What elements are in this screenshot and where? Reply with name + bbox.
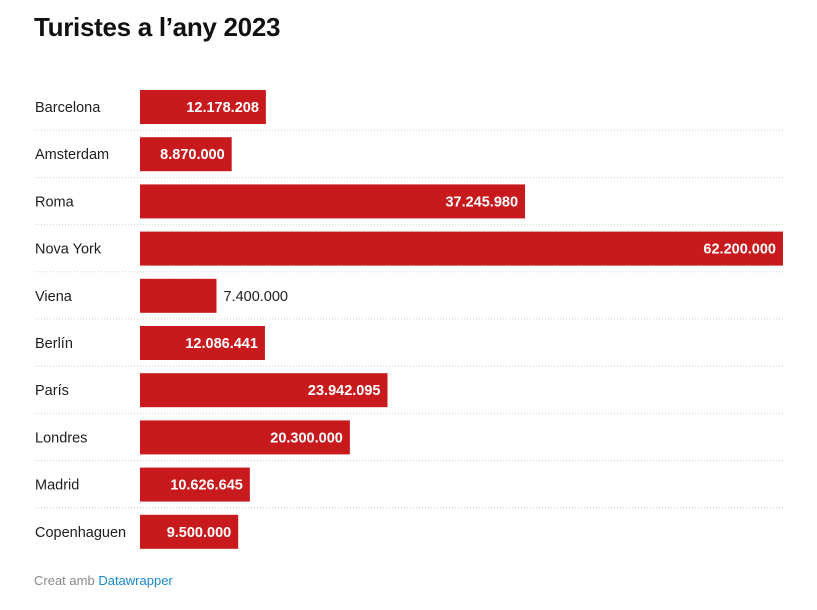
category-label: Copenhaguen xyxy=(35,525,126,541)
value-label: 12.178.208 xyxy=(186,100,259,116)
value-label: 62.200.000 xyxy=(703,242,776,258)
value-label: 8.870.000 xyxy=(160,147,225,163)
value-label: 23.942.095 xyxy=(308,383,381,399)
datawrapper-link[interactable]: Datawrapper xyxy=(98,573,172,588)
category-label: Berlín xyxy=(35,336,73,352)
category-label: Nova York xyxy=(35,242,102,258)
category-label: Amsterdam xyxy=(35,147,109,163)
category-label: Roma xyxy=(35,194,75,210)
category-label: Madrid xyxy=(35,478,79,494)
value-label: 12.086.441 xyxy=(185,336,258,352)
chart-footer: Creat amb Datawrapper xyxy=(34,573,173,588)
category-label: Barcelona xyxy=(35,100,101,116)
footer-prefix: Creat amb xyxy=(34,573,95,588)
bar-chart: Barcelona 12.178.208 Amsterdam 8.870.000 Rom… xyxy=(0,0,817,570)
category-label: Viena xyxy=(35,289,73,305)
category-label: Londres xyxy=(35,430,87,446)
value-label: 9.500.000 xyxy=(167,525,232,541)
category-label: París xyxy=(35,383,69,399)
value-label: 20.300.000 xyxy=(270,430,343,446)
bar xyxy=(140,232,783,266)
bar xyxy=(140,279,216,313)
value-label: 10.626.645 xyxy=(170,478,243,494)
value-label: 7.400.000 xyxy=(223,289,288,305)
value-label: 37.245.980 xyxy=(445,194,518,210)
